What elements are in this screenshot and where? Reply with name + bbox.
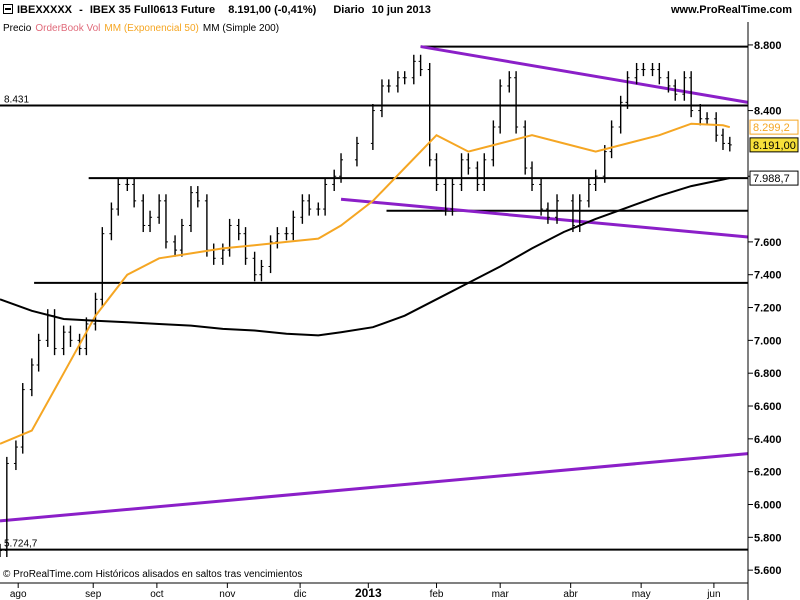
axis-value-box <box>749 170 799 186</box>
last-value-label: 8.191,00 (-0,41%) <box>228 4 317 16</box>
trendline <box>340 197 749 239</box>
period-label: Diario <box>333 4 365 16</box>
x-tick-label: mar <box>492 589 510 600</box>
price-series <box>0 54 732 558</box>
chart-header: IBEXXXXX - IBEX 35 Full0613 Future 8.191… <box>0 0 800 22</box>
x-tick-label: dic <box>294 589 307 600</box>
level-label: 5.724,7 <box>4 539 38 550</box>
trendline <box>420 45 749 104</box>
y-tick-label: 7.000 <box>754 335 782 347</box>
ema-line <box>0 122 731 445</box>
legend-ema: MM (Exponencial 50) <box>104 23 199 34</box>
trendlines <box>0 45 749 523</box>
axis-value-text: 8.191,00 <box>753 140 796 152</box>
axis-value-text: 7.988,7 <box>753 173 790 185</box>
x-tick-label: nov <box>219 589 235 600</box>
y-axis: 8.8008.4008.0007.6007.4007.2007.0006.800… <box>747 22 782 600</box>
x-tick-label: oct <box>150 589 164 600</box>
ema-series <box>0 122 731 445</box>
y-tick-label: 6.800 <box>754 368 782 380</box>
x-tick-label: abr <box>563 589 578 600</box>
axis-value-box <box>749 137 799 153</box>
x-tick-label: sep <box>85 589 102 600</box>
legend-orderbook: OrderBook Vol <box>35 23 101 34</box>
collapse-icon[interactable] <box>3 4 13 14</box>
level-label: 8.431 <box>4 94 29 105</box>
x-tick-label: feb <box>430 589 444 600</box>
y-tick-label: 5.800 <box>754 532 782 544</box>
site-link[interactable]: www.ProRealTime.com <box>670 4 792 16</box>
y-tick-label: 7.400 <box>754 270 782 282</box>
y-tick-label: 6.600 <box>754 401 782 413</box>
y-tick-label: 7.200 <box>754 303 782 315</box>
symbol-label: IBEXXXXX <box>17 4 73 16</box>
sma-line <box>0 177 731 337</box>
x-tick-label: may <box>632 589 651 600</box>
y-tick-label: 8.800 <box>754 40 782 52</box>
y-tick-label: 5.600 <box>754 565 782 577</box>
chart-legend: Precio OrderBook Vol MM (Exponencial 50) MM… <box>3 23 283 34</box>
trendline <box>0 452 749 523</box>
x-tick-label: ago <box>10 589 27 600</box>
legend-price: Precio <box>3 23 32 34</box>
date-label: 10 jun 2013 <box>371 4 431 16</box>
copyright-footer: © ProRealTime.com Históricos alisados en… <box>3 569 303 580</box>
axis-value-box <box>749 119 799 135</box>
legend-sma: MM (Simple 200) <box>202 23 280 34</box>
axis-value-boxes: 8.299,2 8.191,00 7.988,7 <box>749 119 799 186</box>
x-tick-label: 2013 <box>355 586 382 600</box>
y-tick-label: 6.200 <box>754 467 782 479</box>
y-tick-label: 6.000 <box>754 499 782 511</box>
x-tick-label: jun <box>706 589 720 600</box>
instrument-label: IBEX 35 Full0613 Future <box>89 4 216 16</box>
chart-title: IBEXXXXX - IBEX 35 Full0613 Future 8.191… <box>17 4 435 16</box>
y-tick-label: 6.400 <box>754 434 782 446</box>
sma-series <box>0 177 731 337</box>
y-tick-label: 8.400 <box>754 106 782 118</box>
axis-value-text: 8.299,2 <box>753 122 790 134</box>
horizontal-levels: 8.431 5.724,7 <box>0 45 748 551</box>
y-tick-label: 7.600 <box>754 237 782 249</box>
x-axis: ago sep oct nov dic 2013 feb mar abr may jun <box>0 582 748 600</box>
title-separator: - <box>79 4 83 16</box>
